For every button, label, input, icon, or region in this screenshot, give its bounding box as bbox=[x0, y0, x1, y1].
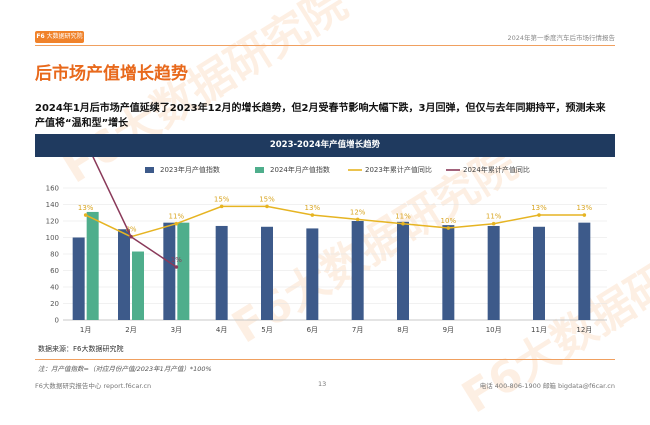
x-tick-label: 8月 bbox=[397, 326, 408, 334]
line-2023-yoy-data-label: 15% bbox=[214, 195, 230, 203]
y-tick-label: 100 bbox=[46, 234, 59, 242]
footnote: 注：月产值指数=（对应月份产值/2023年1月产值）*100% bbox=[38, 365, 212, 373]
chart-header-bar: 2023-2024年产值增长趋势 bbox=[35, 134, 615, 157]
line-2023-yoy-point bbox=[537, 213, 541, 217]
x-tick-label: 3月 bbox=[171, 326, 182, 334]
y-tick-label: 20 bbox=[50, 300, 59, 308]
line-2024-yoy-data-label: 1% bbox=[171, 256, 182, 264]
line-2023-yoy-point bbox=[401, 221, 405, 226]
line-2023-yoy-data-label: 11% bbox=[169, 213, 185, 221]
chart-container: 2023-2024年产值增长趋势 0 20 40 60 80 100 120 140 160 20… bbox=[35, 134, 615, 359]
line-2023-yoy-data-label: 8% bbox=[125, 226, 136, 234]
legend-label: 2023年月产值指数 bbox=[160, 165, 220, 174]
line-2023-yoy-point bbox=[219, 204, 224, 209]
y-tick-label: 60 bbox=[50, 267, 59, 275]
x-tick-label: 2月 bbox=[125, 326, 136, 334]
bar-2023 bbox=[72, 237, 85, 320]
y-tick-label: 160 bbox=[46, 185, 59, 193]
line-2023-yoy-data-label: 12% bbox=[350, 208, 366, 216]
header-divider bbox=[35, 45, 615, 46]
line-2023-yoy-point bbox=[83, 213, 88, 217]
line-2023-yoy-data-label: 13% bbox=[577, 204, 593, 212]
chart-svg: 0 20 40 60 80 100 120 140 160 2023年月产值指数 2024年月产值指… bbox=[46, 157, 607, 334]
line-2023-yoy-data-label: 13% bbox=[305, 204, 321, 212]
x-tick-label: 6月 bbox=[307, 326, 318, 334]
page-title: 后市场产值增长趋势 bbox=[35, 64, 188, 84]
bar-2023 bbox=[533, 226, 545, 320]
y-tick-label: 40 bbox=[50, 284, 59, 292]
page-footer: F6大数据研究报告中心 report.f6car.cn 13 电话 400-80… bbox=[0, 376, 650, 422]
bar-2023 bbox=[261, 226, 273, 320]
bar-2024 bbox=[86, 211, 99, 320]
bar-2023 bbox=[163, 222, 176, 320]
y-tick-label: 80 bbox=[50, 251, 59, 259]
line-2023-yoy-data-label: 11% bbox=[395, 213, 411, 221]
bar-2024 bbox=[132, 251, 144, 320]
logo-mark: F6 bbox=[36, 33, 45, 40]
bar-2023 bbox=[487, 225, 500, 320]
line-2023-yoy-point bbox=[491, 221, 496, 226]
page-header: F6 大数据研究院 2024年第一季度汽车后市场行情报告 bbox=[0, 0, 650, 48]
x-tick-label: 12月 bbox=[576, 326, 592, 334]
page-number: 13 bbox=[318, 380, 327, 388]
footer-left: F6大数据研究报告中心 report.f6car.cn bbox=[35, 382, 152, 390]
bar-2023 bbox=[215, 225, 228, 320]
line-2023-yoy-data-label: 10% bbox=[441, 217, 457, 225]
x-tick-label: 7月 bbox=[352, 326, 363, 334]
x-tick-label: 4月 bbox=[216, 326, 227, 334]
x-tick-label: 10月 bbox=[486, 326, 502, 334]
bar-2023 bbox=[442, 225, 455, 320]
bar-2023 bbox=[351, 221, 364, 320]
y-tick-label: 140 bbox=[46, 201, 59, 209]
x-tick-label: 11月 bbox=[531, 326, 547, 334]
bar-2023 bbox=[397, 221, 409, 320]
line-2023-yoy-line bbox=[85, 205, 585, 238]
bar-2023 bbox=[578, 222, 591, 320]
legend-swatch bbox=[145, 167, 154, 173]
report-title: 2024年第一季度汽车后市场行情报告 bbox=[507, 34, 615, 42]
line-2024-yoy-point bbox=[129, 234, 133, 239]
bar-2024 bbox=[177, 222, 190, 320]
line-2023-yoy-point bbox=[265, 204, 269, 209]
x-tick-label: 9月 bbox=[443, 326, 454, 334]
line-2023-yoy-point bbox=[355, 217, 360, 222]
chart-title: 2023-2024年产值增长趋势 bbox=[269, 140, 381, 150]
line-2023-yoy-data-label: 13% bbox=[531, 204, 547, 212]
legend-label: 2024年累计产值同比 bbox=[463, 165, 530, 174]
legend-swatch bbox=[255, 167, 264, 173]
bar-2023 bbox=[306, 228, 319, 320]
x-tick-label: 5月 bbox=[261, 326, 272, 334]
x-tick-label: 1月 bbox=[80, 326, 91, 334]
line-2024-yoy-point bbox=[174, 265, 179, 269]
note-divider bbox=[35, 359, 615, 360]
legend-label: 2023年累计产值同比 bbox=[365, 165, 432, 174]
intro-paragraph: 2024年1月后市场产值延续了2023年12月的增长趋势，但2月受春节影响大幅下… bbox=[35, 103, 606, 129]
line-2023-yoy-point bbox=[310, 213, 315, 217]
line-2023-yoy-point bbox=[446, 226, 451, 230]
line-2023-yoy-point bbox=[582, 213, 587, 217]
y-tick-label: 120 bbox=[46, 218, 59, 226]
line-2023-yoy-data-label: 13% bbox=[78, 204, 94, 212]
y-tick-label: 0 bbox=[55, 317, 59, 325]
logo-text: 大数据研究院 bbox=[46, 33, 83, 40]
data-source: 数据来源：F6大数据研究院 bbox=[38, 345, 124, 353]
line-2023-yoy-data-label: 15% bbox=[259, 195, 275, 203]
brand-logo: F6 大数据研究院 bbox=[35, 31, 84, 43]
legend-label: 2024年月产值指数 bbox=[270, 165, 330, 174]
line-2023-yoy-data-label: 11% bbox=[486, 213, 502, 221]
line-2023-yoy-point bbox=[174, 221, 179, 226]
footer-contact: 电话 400-806-1900 邮箱 bigdata@f6car.cn bbox=[479, 382, 615, 390]
bar-2023 bbox=[118, 229, 130, 320]
